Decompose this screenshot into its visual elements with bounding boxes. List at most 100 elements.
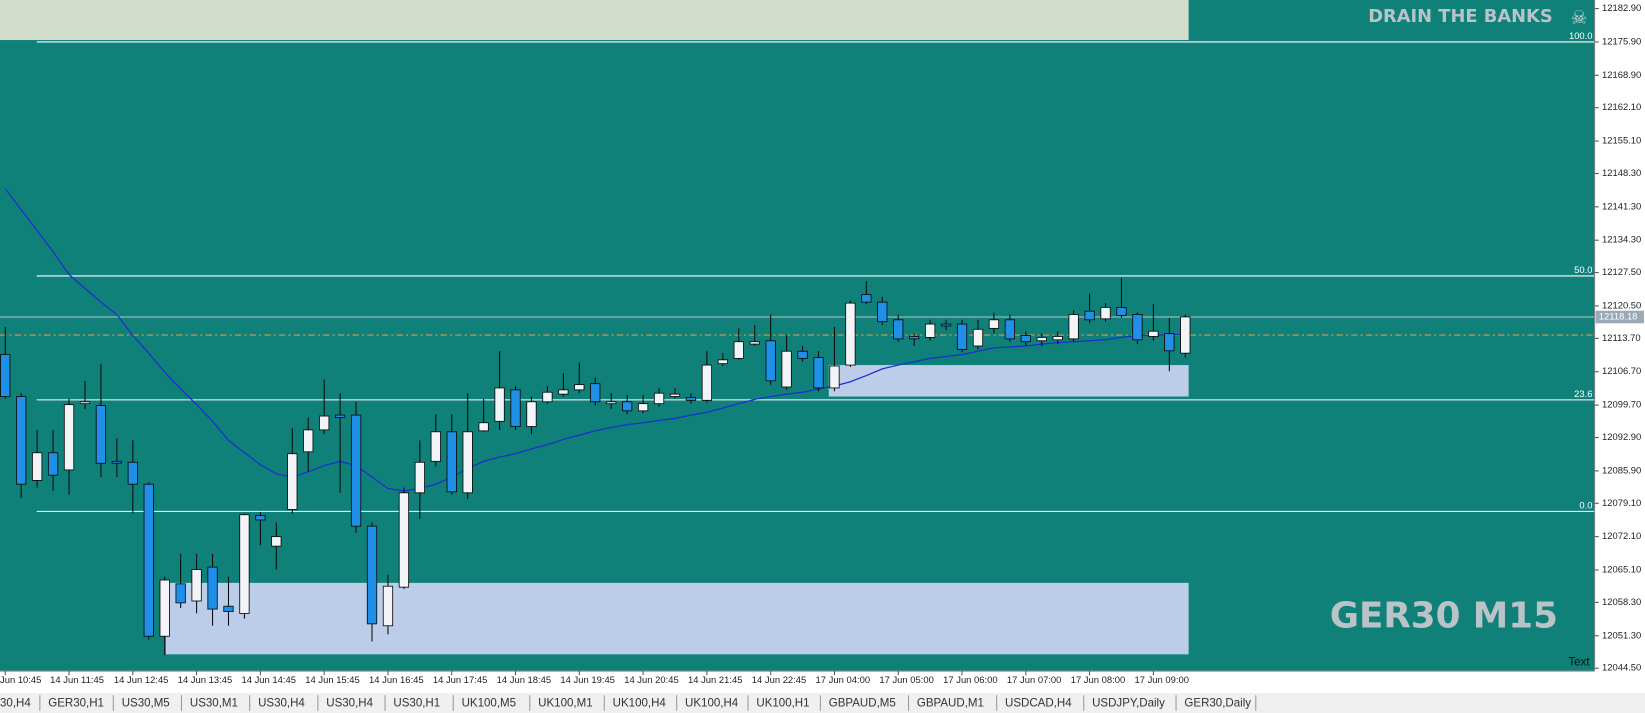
tab[interactable]: GER30,H1: [48, 698, 104, 710]
tab[interactable]: UK100,H4: [613, 698, 667, 710]
zone: [828, 365, 1189, 397]
y-tick-label: 12155.10: [1602, 135, 1641, 146]
tab[interactable]: UK100,H1: [756, 698, 809, 710]
x-tick-label: 14 Jun 14:45: [242, 674, 296, 685]
y-tick-label: 12051.30: [1602, 629, 1641, 640]
candle-body: [1036, 337, 1047, 342]
candle-body: [366, 525, 378, 625]
candle-body: [733, 341, 744, 359]
fib-label: 0.0: [1579, 500, 1592, 511]
tab[interactable]: US30,H4: [258, 698, 305, 710]
tab[interactable]: UK100,H4: [685, 698, 739, 710]
candle-body: [717, 359, 728, 365]
y-tick-label: 12148.30: [1602, 167, 1641, 178]
zone: [0, 0, 1189, 41]
tab[interactable]: UK100,M5: [462, 698, 516, 710]
y-tick-label: 12162.10: [1602, 101, 1641, 112]
x-tick-label: 14 Jun 16:45: [369, 674, 423, 685]
y-tick-label: 12092.90: [1602, 431, 1641, 442]
y-tick-label: 12113.70: [1602, 332, 1641, 343]
candle-body: [207, 566, 218, 610]
tab[interactable]: UK100,M1: [538, 698, 592, 710]
tab[interactable]: US30,H4: [326, 698, 373, 710]
candle-body: [765, 340, 776, 382]
fib-label: 50.0: [1574, 264, 1592, 275]
candle-body: [271, 536, 282, 547]
chart-title: GER30 M15: [1330, 596, 1558, 637]
time-axis-panel: [0, 671, 1595, 693]
tab[interactable]: USDJPY,Daily: [1092, 698, 1165, 710]
candle-body: [606, 401, 617, 405]
x-tick-label: 14 Jun 20:45: [624, 674, 678, 685]
y-tick-label: 12127.50: [1602, 266, 1641, 277]
candle-body: [319, 415, 330, 431]
tab[interactable]: US30,M1: [190, 698, 238, 710]
candle-body: [956, 323, 968, 350]
candle-body: [430, 431, 441, 462]
watermark: DRAIN THE BANKS: [1368, 6, 1552, 27]
candle-body: [940, 323, 952, 327]
candle-body: [797, 350, 808, 359]
candle-body: [334, 414, 346, 418]
y-tick-label: 12168.90: [1602, 69, 1641, 80]
tab[interactable]: GBPAUD,M1: [917, 698, 984, 710]
candle-body: [191, 569, 202, 602]
candle-body: [622, 401, 633, 412]
candle-body: [0, 354, 11, 397]
candle-body: [175, 583, 186, 604]
tab[interactable]: 30,H4: [0, 698, 31, 710]
candle-body: [972, 328, 984, 347]
candle-body: [143, 483, 154, 637]
candle-body: [1020, 335, 1031, 343]
candle-body: [781, 350, 792, 388]
tab[interactable]: US30,H1: [393, 698, 440, 710]
tab[interactable]: GER30,Daily: [1184, 698, 1251, 710]
candle-body: [988, 319, 1000, 329]
tab[interactable]: USDCAD,H4: [1005, 698, 1072, 710]
price-tag: [1595, 310, 1644, 324]
tab[interactable]: US30,M5: [122, 698, 170, 710]
x-tick-label: 14 Jun 12:45: [114, 674, 168, 685]
candle-body: [829, 365, 840, 389]
y-tick-label: 12072.10: [1602, 530, 1641, 541]
candle-body: [350, 414, 362, 527]
candle-body: [1052, 336, 1063, 341]
x-tick-label: 14 Jun 15:45: [305, 674, 359, 685]
tab[interactable]: GBPAUD,M5: [829, 698, 896, 710]
y-tick-label: 12182.90: [1602, 2, 1641, 13]
candle-body: [749, 341, 760, 345]
y-tick-label: 12134.30: [1602, 234, 1641, 245]
candle-body: [239, 514, 250, 614]
candle-body: [590, 383, 601, 403]
candle-body: [1068, 314, 1079, 340]
candle-body: [446, 431, 457, 493]
x-tick-label: 17 Jun 08:00: [1071, 674, 1126, 685]
y-tick-label: 12079.10: [1602, 497, 1641, 508]
candle-body: [287, 453, 298, 510]
candle-body: [574, 384, 585, 391]
y-tick-label: 12065.10: [1602, 563, 1641, 574]
x-tick-label: 14 Jun 13:45: [178, 674, 232, 685]
moving-average: [4, 188, 1186, 492]
y-tick-label: 12141.30: [1602, 200, 1641, 211]
candle-body: [877, 301, 888, 323]
candle-body: [1084, 310, 1095, 321]
x-tick-label: 17 Jun 07:00: [1007, 674, 1061, 685]
x-tick-label: 17 Jun 04:00: [816, 674, 870, 685]
y-tick-label: 12106.70: [1602, 365, 1641, 376]
candle-body: [558, 389, 569, 395]
candle-body: [542, 391, 553, 403]
y-tick-label: 12085.90: [1602, 464, 1641, 475]
x-tick-label: 14 Jun 22:45: [752, 674, 806, 685]
candle-body: [1132, 314, 1143, 341]
y-tick-label: 12099.70: [1602, 399, 1641, 410]
candle-body: [382, 585, 394, 627]
candle-body: [1148, 330, 1159, 337]
candle-body: [1100, 306, 1111, 320]
candle-body: [255, 515, 266, 521]
candle-body: [1180, 316, 1191, 354]
candle-body: [845, 302, 856, 366]
candle-body: [478, 422, 489, 432]
